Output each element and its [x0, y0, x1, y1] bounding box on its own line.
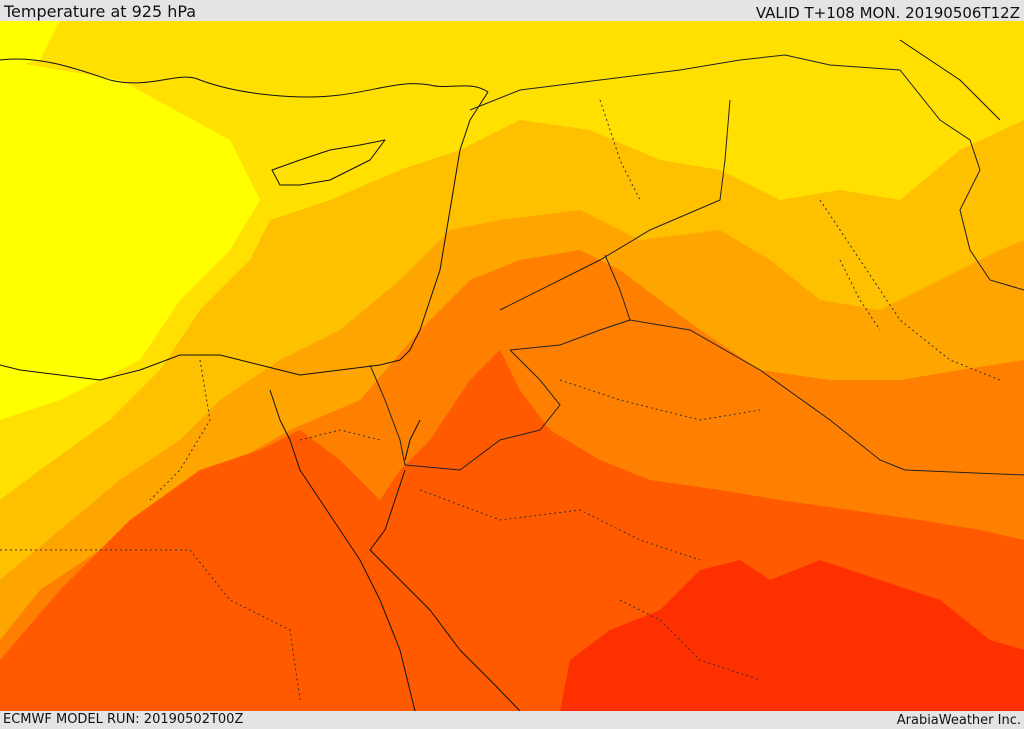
footer-bar: ECMWF MODEL RUN: 20190502T00Z ArabiaWeat…	[0, 711, 1024, 729]
border-turkey-syria	[469, 54, 786, 111]
temp-band-7	[560, 560, 1024, 711]
border-saudi-iraq	[629, 319, 1024, 476]
border-egypt-israel	[369, 364, 406, 466]
coastline-red-sea-east	[369, 469, 521, 711]
border-jordan-saudi-south	[404, 349, 561, 471]
internal-boundary-1	[599, 99, 641, 201]
coastline-gulf-of-aqaba	[404, 419, 421, 461]
internal-boundary-4	[299, 429, 381, 441]
model-run-label: ECMWF MODEL RUN: 20190502T00Z	[3, 712, 244, 727]
border-syria-iraq	[499, 99, 731, 311]
coastline-red-sea-west	[289, 439, 416, 711]
valid-time-label: VALID T+108 MON. 20190506T12Z	[755, 4, 1020, 22]
coastline-levant	[379, 91, 489, 366]
temp-band-1-west	[0, 60, 260, 420]
coastline-gulf-of-suez	[269, 389, 291, 441]
internal-boundary-6	[0, 549, 301, 701]
temperature-map	[0, 21, 1024, 711]
internal-boundary-3	[559, 379, 761, 421]
coastline-egypt-north	[0, 354, 381, 381]
coastline-caspian	[899, 39, 1001, 121]
internal-boundary-2	[819, 199, 1001, 381]
header-bar: Temperature at 925 hPa VALID T+108 MON. …	[0, 0, 1024, 21]
border-iran-iraq	[784, 54, 1024, 291]
border-jordan-saudi	[509, 254, 631, 351]
internal-boundary-7	[149, 359, 211, 501]
credit-label: ArabiaWeather Inc.	[896, 713, 1021, 728]
coastline-turkey	[0, 58, 489, 98]
map-title: Temperature at 925 hPa	[4, 2, 197, 21]
internal-boundary-5	[419, 489, 701, 561]
temp-band-1-north	[0, 21, 60, 70]
coastline-cyprus	[271, 139, 386, 186]
